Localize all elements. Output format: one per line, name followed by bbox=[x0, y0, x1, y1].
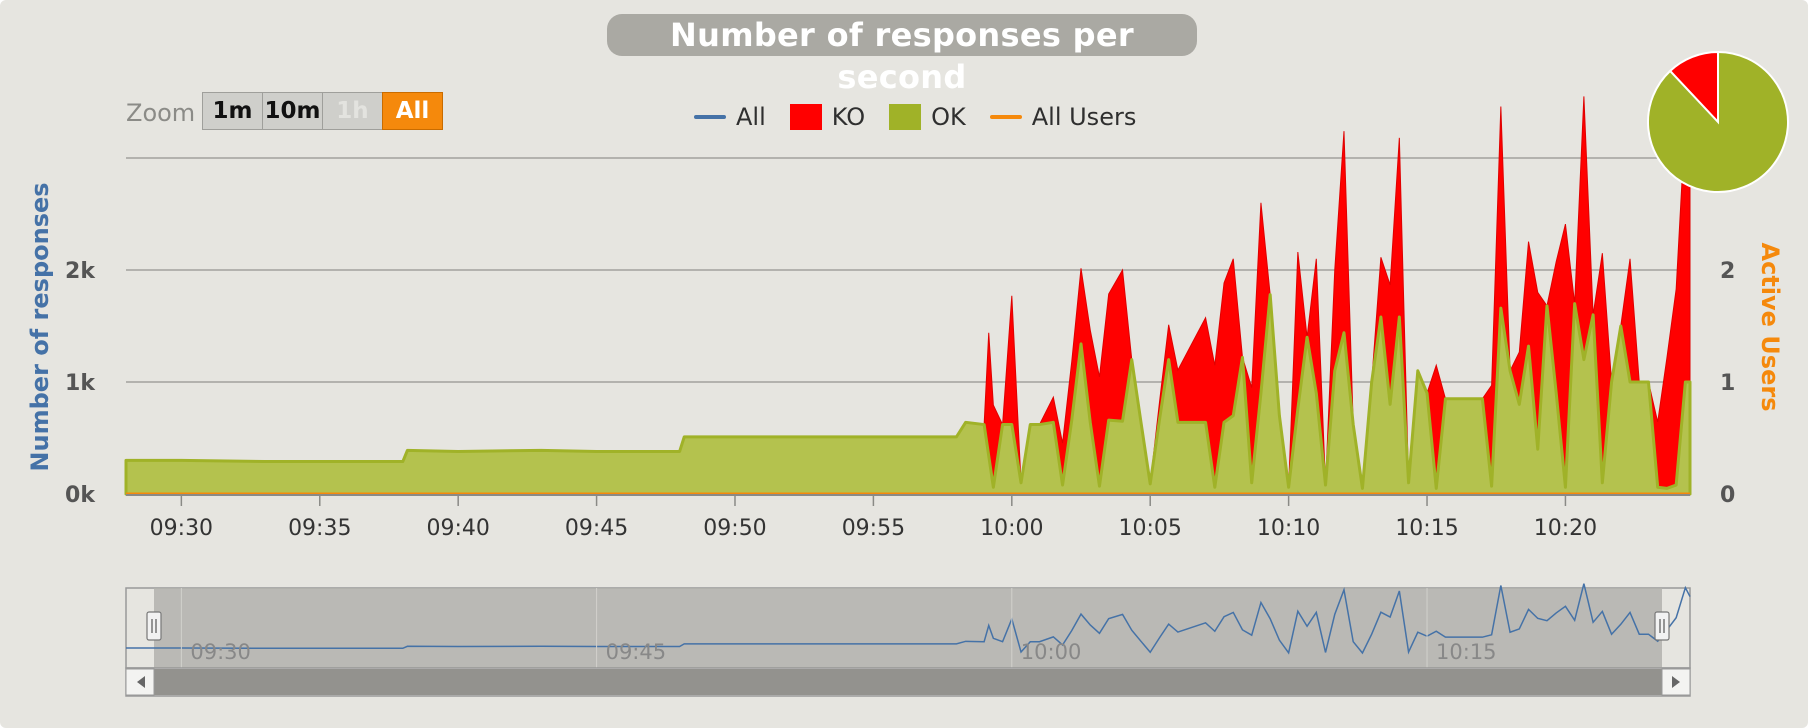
zoom-10m-button[interactable]: 10m bbox=[262, 92, 323, 130]
legend-swatch-ok bbox=[889, 104, 922, 130]
legend: All KO OK All Users bbox=[694, 102, 1160, 132]
legend-label-ko: KO bbox=[831, 103, 866, 131]
x-tick-label: 09:50 bbox=[703, 516, 766, 541]
scrollbar-left-arrow[interactable] bbox=[125, 668, 155, 696]
y-tick-label: 0k bbox=[65, 483, 96, 508]
navigator-all-line bbox=[126, 583, 1691, 655]
legend-item-all[interactable]: All bbox=[694, 103, 766, 131]
y2-tick-label: 2 bbox=[1720, 259, 1735, 284]
x-tick-label: 10:05 bbox=[1119, 516, 1182, 541]
chevron-left-icon bbox=[137, 676, 145, 688]
navigator-handle[interactable] bbox=[146, 611, 162, 641]
y-axis-right-title: Active Users bbox=[1756, 242, 1784, 412]
y2-tick-label: 0 bbox=[1720, 483, 1735, 508]
x-tick-label: 09:35 bbox=[288, 516, 351, 541]
pie-chart bbox=[1647, 50, 1789, 193]
y2-tick-label: 1 bbox=[1720, 371, 1735, 396]
scrollbar-thumb bbox=[154, 669, 1662, 695]
x-tick-label: 09:30 bbox=[150, 516, 213, 541]
x-tick-label: 09:45 bbox=[565, 516, 628, 541]
ok-area bbox=[124, 293, 1692, 496]
x-tick-label: 09:40 bbox=[426, 516, 489, 541]
navigator-scrollbar[interactable] bbox=[125, 667, 1691, 697]
legend-label-all: All bbox=[736, 103, 766, 131]
x-tick-label: 10:20 bbox=[1534, 516, 1597, 541]
navigator-selection bbox=[154, 588, 1662, 668]
chevron-right-icon bbox=[1672, 676, 1680, 688]
chart-title: Number of responses per second bbox=[607, 14, 1197, 96]
legend-label-all-users: All Users bbox=[1031, 103, 1137, 131]
navigator: 09:30 09:45 10:00 10:15 bbox=[125, 583, 1691, 697]
navigator-handle-body bbox=[146, 611, 162, 641]
legend-item-all-users[interactable]: All Users bbox=[989, 103, 1137, 131]
legend-swatch-ko bbox=[789, 104, 822, 130]
zoom-1h-button[interactable]: 1h bbox=[322, 92, 383, 130]
legend-item-ko[interactable]: KO bbox=[789, 103, 866, 131]
legend-swatch-all bbox=[694, 115, 726, 119]
legend-label-ok: OK bbox=[931, 103, 966, 131]
y-tick-label: 2k bbox=[65, 259, 96, 284]
y-axis-left-title: Number of responses bbox=[26, 182, 54, 472]
y-tick-label: 1k bbox=[65, 371, 96, 396]
zoom-1m-button[interactable]: 1m bbox=[202, 92, 263, 130]
x-axis: 09:30 09:35 09:40 09:45 09:50 09:55 10:00 10:05… bbox=[126, 494, 1690, 541]
y-axis-right: 0 1 2 bbox=[1720, 259, 1735, 508]
legend-swatch-all-users bbox=[989, 115, 1022, 119]
x-tick-label: 09:55 bbox=[842, 516, 905, 541]
x-tick-label: 10:10 bbox=[1257, 516, 1320, 541]
grid-lines bbox=[126, 157, 1690, 383]
area-series bbox=[124, 96, 1692, 496]
navigator-tick-label: 10:15 bbox=[1436, 640, 1497, 664]
pie-slice-ok bbox=[1647, 50, 1789, 193]
navigator-handle-body bbox=[1654, 611, 1670, 641]
scrollbar-right-arrow[interactable] bbox=[1661, 668, 1691, 696]
navigator-handle[interactable] bbox=[1654, 611, 1670, 641]
y-axis-left: 0k 1k 2k bbox=[65, 259, 96, 508]
legend-item-ok[interactable]: OK bbox=[889, 103, 966, 131]
x-tick-label: 10:00 bbox=[980, 516, 1043, 541]
x-tick-label: 10:15 bbox=[1395, 516, 1458, 541]
navigator-tick-label: 10:00 bbox=[1021, 640, 1082, 664]
zoom-label: Zoom bbox=[126, 99, 196, 127]
zoom-all-button[interactable]: All bbox=[382, 92, 443, 130]
navigator-tick-label: 09:30 bbox=[190, 640, 251, 664]
navigator-tick-label: 09:45 bbox=[606, 640, 667, 664]
